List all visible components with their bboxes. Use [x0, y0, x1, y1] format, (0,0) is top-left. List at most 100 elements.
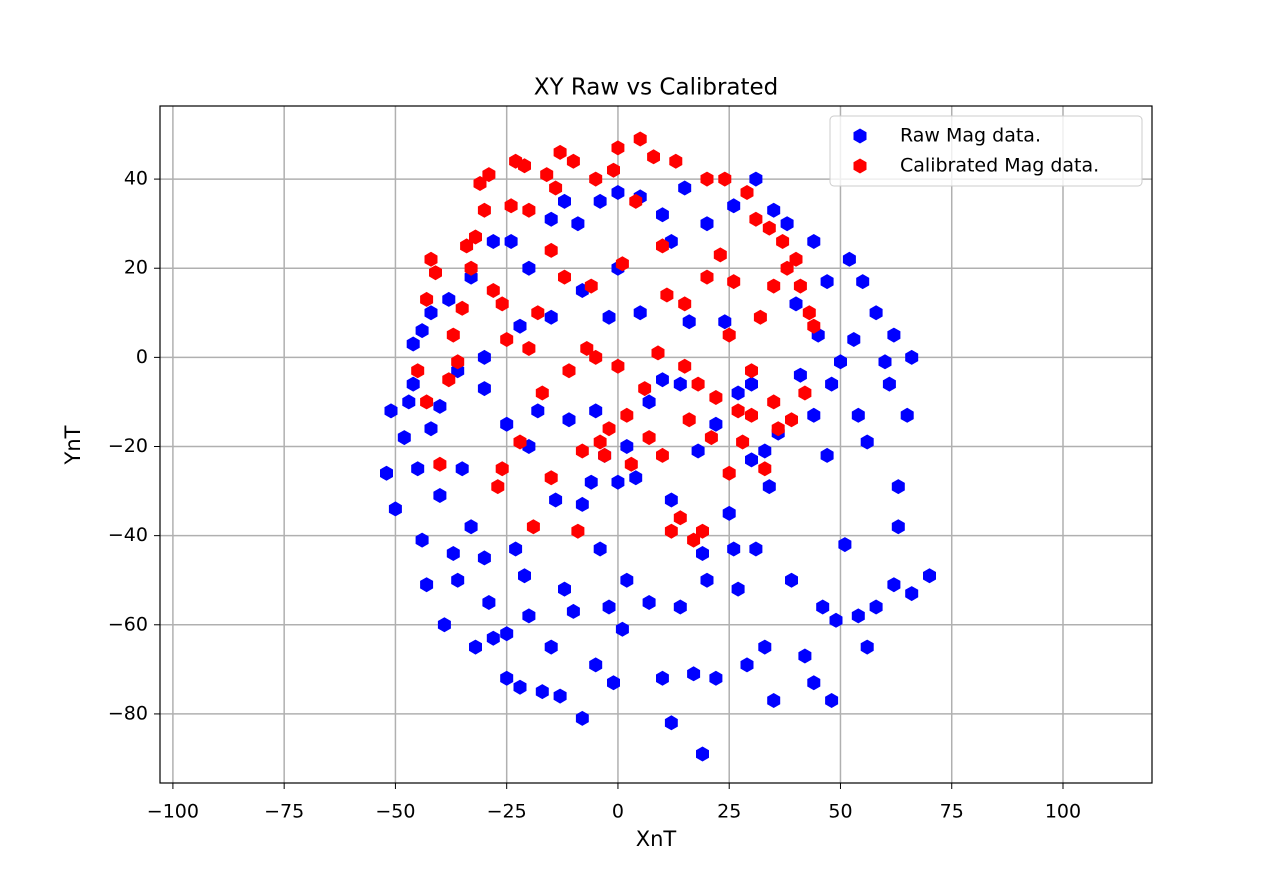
legend: Raw Mag data. Calibrated Mag data. [829, 115, 1143, 187]
x-tick-label: 75 [940, 801, 964, 823]
scatter-point [602, 599, 616, 615]
scatter-point [620, 439, 634, 454]
scatter-point [607, 675, 620, 691]
scatter-point [785, 572, 798, 588]
scatter-point [678, 358, 692, 374]
scatter-point [495, 296, 509, 312]
scatter-point [553, 688, 567, 704]
y-tick-label: 20 [124, 257, 148, 279]
scatter-point [575, 443, 589, 459]
scatter-point [767, 394, 781, 410]
scatter-point [891, 519, 905, 535]
scatter-point [678, 180, 692, 196]
x-tick-label: 100 [1045, 801, 1081, 823]
scatter-point [642, 595, 656, 610]
scatter-point [402, 394, 416, 410]
scatter-point [869, 305, 883, 321]
scatter-point [420, 394, 434, 410]
scatter-point [656, 238, 669, 254]
scatter-point [878, 354, 892, 370]
scatter-point [580, 341, 594, 356]
scatter-point [923, 568, 936, 584]
scatter-point [589, 657, 603, 673]
scatter-point [486, 630, 500, 646]
scatter-point [575, 710, 589, 726]
scatter-point [682, 314, 696, 330]
scatter-point [700, 171, 714, 187]
scatter-point [851, 407, 865, 423]
scatter-point [611, 358, 625, 374]
scatter-point [513, 318, 527, 334]
scatter-point [807, 675, 821, 691]
scatter-point [433, 488, 447, 503]
scatter-point [745, 376, 758, 392]
scatter-point [825, 693, 839, 708]
scatter-point [709, 670, 723, 686]
scatter-point [562, 412, 576, 428]
scatter-point [807, 407, 821, 423]
scatter-point [700, 216, 714, 232]
scatter-point [776, 234, 790, 249]
scatter-point [834, 354, 847, 370]
scatter-point [869, 599, 883, 615]
scatter-point [424, 251, 438, 267]
scatter-point [544, 639, 558, 655]
scatter-point [664, 492, 678, 508]
scatter-point [713, 247, 727, 263]
y-tick-label: 0 [136, 346, 148, 368]
scatter-point [411, 363, 425, 379]
scatter-point [860, 434, 874, 450]
scatter-point [749, 171, 763, 187]
scatter-point [504, 198, 518, 214]
scatter-point [704, 430, 718, 446]
scatter-point [384, 403, 398, 419]
scatter-point [673, 376, 687, 392]
scatter-point [882, 376, 896, 392]
scatter-point [678, 296, 692, 312]
scatter-point [798, 385, 812, 401]
scatter-point [731, 385, 745, 401]
scatter-point [731, 403, 745, 419]
scatter-point [816, 599, 830, 615]
scatter-point [838, 537, 852, 553]
scatter-point [660, 287, 674, 303]
scatter-point [673, 510, 687, 526]
plot-frame [159, 105, 1153, 784]
scatter-point [691, 376, 705, 392]
scatter-point [566, 153, 580, 169]
scatter-point [464, 260, 478, 276]
x-tick-label: 0 [612, 801, 624, 823]
scatter-point [544, 309, 558, 325]
scatter-point [549, 180, 563, 196]
scatter-point [620, 407, 634, 423]
scatter-point [500, 416, 514, 432]
scatter-point [851, 608, 865, 624]
x-tick-label: 50 [828, 801, 852, 823]
scatter-point [762, 479, 776, 495]
scatter-point [535, 684, 549, 700]
scatter-point [780, 216, 794, 232]
scatter-point [415, 323, 429, 339]
scatter-point [477, 202, 491, 218]
scatter-point [544, 242, 558, 258]
scatter-point [745, 407, 758, 423]
scatter-point [802, 305, 816, 321]
scatter-point [758, 461, 772, 477]
scatter-point [397, 430, 411, 446]
scatter-point [437, 617, 451, 633]
scatter-point [571, 523, 585, 539]
scatter-point [718, 314, 732, 330]
scatter-point [740, 657, 754, 673]
scatter-point [526, 519, 540, 535]
x-axis-label: XnT [636, 827, 677, 851]
scatter-point [647, 149, 660, 165]
scatter-point [745, 363, 758, 379]
scatter-point [891, 479, 905, 495]
scatter-point [731, 581, 745, 597]
scatter-point [602, 421, 616, 437]
scatter-point [611, 474, 625, 490]
scatter-point [829, 612, 843, 628]
scatter-point [745, 452, 758, 468]
scatter-point [562, 363, 576, 379]
scatter-point [767, 278, 781, 294]
